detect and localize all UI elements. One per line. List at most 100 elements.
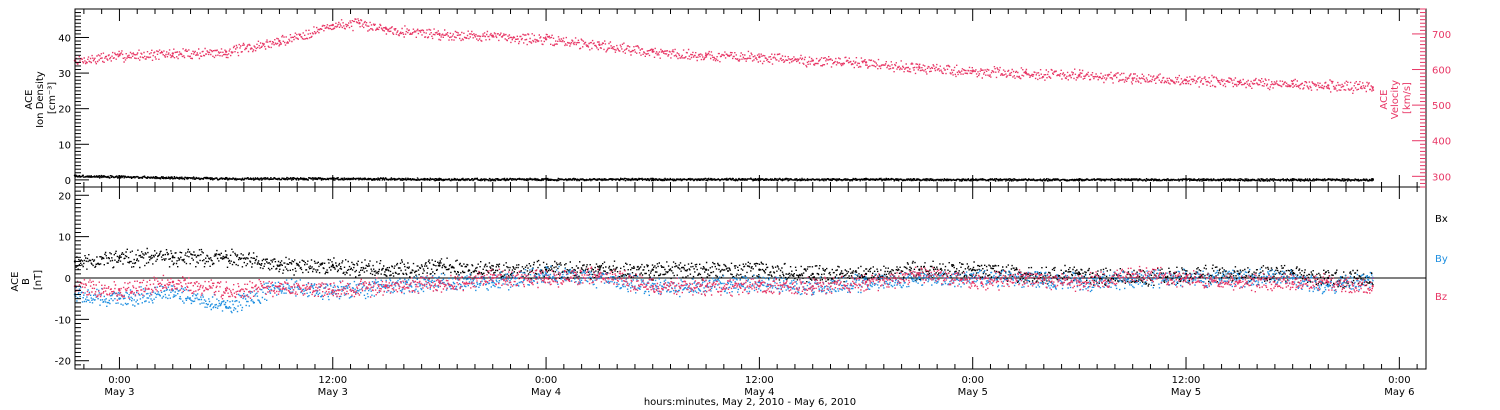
bx-data-point bbox=[171, 256, 174, 259]
bz-data-point bbox=[544, 276, 548, 280]
bz-data-point bbox=[118, 289, 121, 292]
velocity-tick-label: 700 bbox=[1432, 30, 1451, 41]
velocity-point-cloud bbox=[75, 18, 1375, 95]
bx-point-cloud bbox=[75, 247, 1374, 289]
velocity-data-point bbox=[384, 27, 388, 30]
x-tick-time-label: 0:00 bbox=[108, 375, 130, 386]
b-tick-label: -10 bbox=[55, 315, 71, 326]
density-tick-label: 40 bbox=[58, 33, 71, 44]
bz-series bbox=[73, 265, 1374, 301]
velocity-data-point bbox=[811, 59, 814, 62]
bz-data-point bbox=[224, 289, 228, 292]
bz-data-point bbox=[651, 285, 654, 288]
bz-data-point bbox=[1327, 280, 1330, 284]
velocity-data-point bbox=[224, 50, 228, 53]
x-axis-title: hours:minutes, May 2, 2010 - May 6, 2010 bbox=[644, 397, 856, 408]
bz-data-point bbox=[1371, 285, 1374, 288]
bx-data-point bbox=[758, 268, 761, 271]
x-tick-date-label: May 5 bbox=[1171, 387, 1201, 398]
velocity-data-point bbox=[1291, 82, 1294, 86]
velocity-axis-label: ACE Velocity [km/s] bbox=[1379, 77, 1413, 119]
velocity-data-point bbox=[864, 61, 868, 64]
velocity-data-point bbox=[491, 34, 494, 37]
by-data-point bbox=[1327, 285, 1330, 288]
bx-data-point bbox=[918, 268, 921, 271]
velocity-tick-label: 400 bbox=[1432, 137, 1451, 148]
velocity-data-point bbox=[1024, 71, 1028, 75]
bz-data-point bbox=[1131, 272, 1134, 276]
density-point-cloud bbox=[75, 174, 1374, 182]
x-tick-date-label: May 3 bbox=[104, 387, 134, 398]
bz-data-point bbox=[598, 272, 601, 276]
density-data-point bbox=[1371, 178, 1374, 181]
by-data-point bbox=[118, 297, 121, 300]
bz-data-point bbox=[1024, 276, 1028, 280]
bx-data-point bbox=[864, 272, 868, 276]
density-data-point bbox=[651, 177, 654, 180]
by-data-point bbox=[1238, 276, 1241, 280]
x-tick-date-label: May 4 bbox=[531, 387, 561, 398]
bx-data-point bbox=[224, 256, 228, 259]
bz-data-point bbox=[1184, 276, 1188, 280]
bx-data-point bbox=[704, 268, 708, 271]
bz-point-cloud bbox=[75, 265, 1374, 301]
bz-data-point bbox=[1078, 280, 1081, 284]
velocity-data-point bbox=[971, 70, 974, 73]
bottom-panel-series bbox=[73, 247, 1426, 314]
bx-data-point bbox=[971, 268, 974, 271]
bz-data-point bbox=[331, 289, 334, 292]
bz-data-point bbox=[918, 272, 921, 276]
bz-data-point bbox=[864, 280, 868, 284]
axis-ticks bbox=[75, 8, 1426, 370]
velocity-data-point bbox=[651, 50, 654, 53]
density-axis-label: ACE Ion Density [cm⁻³] bbox=[24, 68, 58, 128]
x-tick-date-label: May 5 bbox=[958, 387, 988, 398]
bz-data-point bbox=[384, 285, 388, 288]
bz-data-point bbox=[1291, 280, 1294, 284]
x-tick-time-label: 12:00 bbox=[318, 375, 347, 386]
velocity-data-point bbox=[171, 52, 174, 55]
density-data-point bbox=[1291, 178, 1294, 181]
bx-series bbox=[73, 247, 1374, 289]
velocity-tick-label: 600 bbox=[1432, 66, 1451, 77]
velocity-data-point bbox=[918, 66, 921, 69]
bz-data-point bbox=[171, 280, 174, 284]
density-tick-label: 0 bbox=[65, 176, 71, 187]
velocity-tick-label: 300 bbox=[1432, 172, 1451, 183]
density-tick-label: 30 bbox=[58, 69, 71, 80]
x-tick-date-label: May 4 bbox=[744, 387, 774, 398]
legend-bz: Bz bbox=[1435, 292, 1447, 303]
bz-data-point bbox=[438, 280, 441, 284]
tick-labels: 010203040300400500600700-20-10010200:00M… bbox=[55, 30, 1451, 398]
by-data-point bbox=[918, 276, 921, 280]
x-tick-time-label: 12:00 bbox=[1172, 375, 1201, 386]
bz-data-point bbox=[278, 285, 281, 288]
x-tick-time-label: 0:00 bbox=[535, 375, 557, 386]
density-data-point bbox=[224, 176, 228, 180]
legend-bx: Bx bbox=[1435, 214, 1448, 225]
density-series bbox=[73, 174, 1374, 182]
velocity-data-point bbox=[278, 39, 281, 43]
by-data-point bbox=[1291, 276, 1294, 280]
by-data-point bbox=[171, 289, 174, 292]
bx-data-point bbox=[278, 264, 281, 267]
b-tick-label: -20 bbox=[55, 357, 71, 368]
x-tick-time-label: 0:00 bbox=[961, 375, 983, 386]
velocity-data-point bbox=[704, 54, 708, 57]
bx-data-point bbox=[811, 272, 814, 276]
velocity-data-point bbox=[1078, 73, 1081, 77]
velocity-data-point bbox=[758, 55, 761, 59]
x-tick-date-label: May 3 bbox=[318, 387, 348, 398]
bx-data-point bbox=[438, 264, 441, 267]
bz-data-point bbox=[1238, 280, 1241, 284]
legend-by: By bbox=[1435, 254, 1448, 265]
bz-data-point bbox=[811, 285, 814, 288]
density-tick-label: 20 bbox=[58, 105, 71, 116]
x-tick-time-label: 0:00 bbox=[1388, 375, 1410, 386]
velocity-data-point bbox=[438, 32, 441, 36]
b-tick-label: 20 bbox=[58, 191, 71, 202]
bx-data-point bbox=[598, 268, 601, 271]
velocity-data-point bbox=[331, 23, 334, 27]
velocity-data-point bbox=[598, 43, 601, 46]
